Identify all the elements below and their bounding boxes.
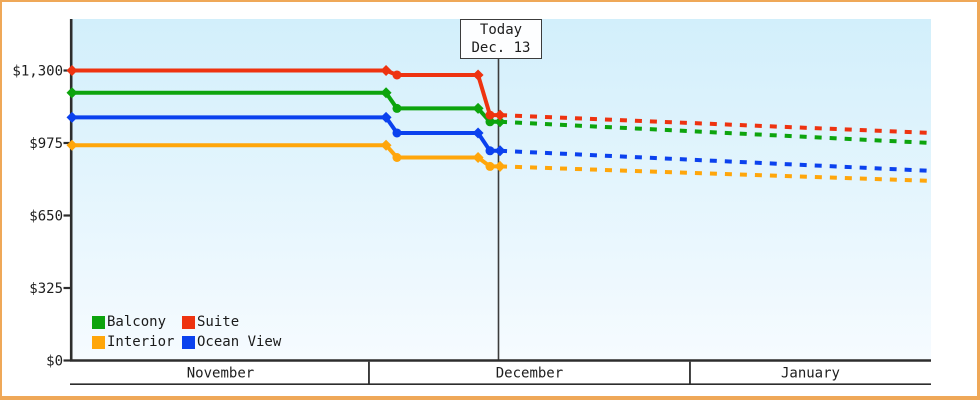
data-point-circle: [485, 161, 495, 171]
today-marker-label: Today Dec. 13: [460, 19, 542, 59]
data-point-diamond: [494, 109, 506, 121]
projection-line-ocean-view: [499, 148, 932, 173]
data-point-circle: [485, 117, 495, 127]
data-point-diamond: [494, 160, 506, 172]
y-axis-tick-label: $975: [29, 136, 63, 152]
data-point-diamond: [66, 87, 78, 99]
projection-line-suite: [499, 113, 932, 135]
data-point-diamond: [472, 69, 484, 81]
data-point-diamond: [380, 65, 392, 76]
plot-background: [72, 19, 931, 360]
y-axis-tick-label: $650: [29, 209, 63, 225]
data-point-diamond: [380, 111, 392, 123]
data-point-diamond: [66, 65, 78, 76]
month-label: December: [496, 366, 563, 382]
month-label: January: [781, 366, 840, 382]
data-point-circle: [485, 110, 495, 120]
data-point-diamond: [494, 116, 506, 128]
data-point-diamond: [66, 111, 78, 123]
month-label: November: [187, 366, 254, 382]
y-axis-tick-label: $325: [29, 281, 63, 297]
data-point-diamond: [472, 102, 484, 114]
data-point-circle: [485, 146, 495, 156]
data-point-circle: [392, 103, 402, 113]
projection-line-balcony: [499, 119, 932, 145]
data-point-diamond: [66, 139, 78, 151]
data-point-diamond: [494, 145, 506, 157]
data-point-diamond: [472, 127, 484, 139]
y-axis-tick-label: $0: [46, 354, 63, 370]
today-label-line2: Dec. 13: [471, 40, 531, 56]
data-point-diamond: [380, 87, 392, 99]
data-point-diamond: [472, 152, 484, 163]
projection-line-interior: [499, 164, 932, 183]
data-point-circle: [392, 128, 402, 138]
data-point-diamond: [380, 139, 392, 151]
y-axis-tick-label: $1,300: [12, 64, 63, 80]
today-label-line1: Today: [479, 22, 523, 38]
data-point-circle: [392, 153, 402, 162]
data-point-circle: [392, 70, 402, 80]
